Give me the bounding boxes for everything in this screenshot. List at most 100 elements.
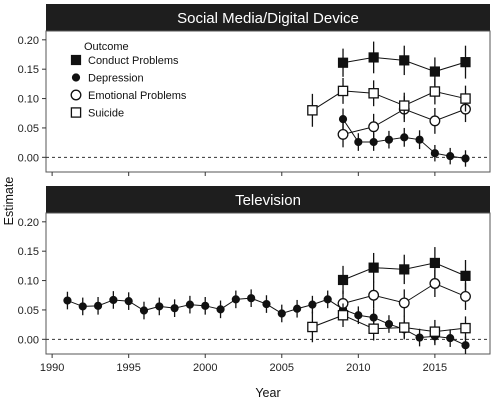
- plot-frame: [45, 30, 491, 173]
- data-point: [461, 154, 470, 163]
- legend-label: Depression: [88, 73, 144, 85]
- data-point: [446, 334, 455, 343]
- data-point: [78, 302, 87, 311]
- y-tick-label: 0.15: [18, 246, 39, 258]
- data-point: [337, 274, 349, 286]
- data-point: [308, 300, 317, 309]
- data-point: [398, 297, 410, 309]
- data-point: [399, 55, 410, 66]
- y-tick-label: 0.10: [18, 94, 39, 106]
- data-point: [368, 121, 380, 133]
- panel-strip: [46, 4, 490, 31]
- data-point: [429, 86, 441, 97]
- data-point: [368, 52, 379, 63]
- data-point: [415, 333, 424, 342]
- data-point: [337, 128, 349, 140]
- data-point: [368, 289, 380, 301]
- data-point: [460, 93, 471, 104]
- data-point: [368, 88, 379, 99]
- y-tick-label: 0.00: [18, 334, 39, 346]
- legend: Outcome Conduct Problems Depression Emotio…: [70, 41, 187, 120]
- data-point: [429, 257, 440, 269]
- x-axis: 1990 1995 2000 2005 2010 2015: [40, 354, 447, 374]
- panel-title: Social Media/Digital Device: [177, 10, 359, 27]
- data-point: [292, 304, 302, 313]
- y-axis-title: Estimate: [2, 177, 16, 226]
- data-point: [354, 311, 363, 320]
- data-point: [307, 105, 318, 116]
- series-depression: [63, 289, 470, 354]
- x-axis: [51, 172, 436, 176]
- legend-label: Emotional Problems: [88, 90, 187, 102]
- series-suicide: [307, 303, 471, 344]
- y-tick-label: 0.10: [18, 276, 39, 288]
- x-axis-title: Year: [255, 386, 280, 400]
- data-point: [399, 100, 410, 111]
- data-point: [429, 326, 441, 337]
- data-point: [415, 135, 424, 144]
- data-point: [185, 300, 195, 309]
- series-line: [312, 90, 466, 111]
- panel-strip: [46, 186, 490, 213]
- panel-social-media: Social Media/Digital Device 0.00 0.05 0.10…: [18, 4, 491, 176]
- data-point: [430, 149, 439, 158]
- data-point: [337, 57, 349, 68]
- panel-television: Television 0.00 0.05 0.10 0.15 0.20 1990 1995…: [18, 186, 491, 374]
- legend-marker: [70, 89, 82, 101]
- data-point: [429, 278, 441, 289]
- data-point: [155, 302, 164, 311]
- y-tick-label: 0.05: [18, 123, 39, 135]
- panel-title: Television: [235, 192, 301, 209]
- data-point: [461, 341, 470, 350]
- legend-label: Suicide: [88, 108, 124, 120]
- data-point: [262, 299, 271, 309]
- x-tick-label: 2000: [193, 362, 217, 374]
- x-tick-label: 2005: [270, 362, 294, 374]
- data-point: [429, 66, 440, 77]
- data-point: [460, 290, 471, 302]
- data-point: [384, 135, 394, 144]
- data-point: [247, 294, 256, 303]
- data-point: [368, 262, 379, 273]
- y-tick-label: 0.00: [18, 152, 39, 164]
- data-point: [124, 297, 133, 306]
- series-emotional-problems: [337, 269, 471, 317]
- data-point: [201, 301, 210, 310]
- series-conduct-problems: [337, 41, 471, 86]
- data-point: [93, 301, 103, 310]
- data-point: [170, 304, 179, 313]
- legend-items: Conduct Problems Depression Emotional Prob…: [70, 54, 187, 120]
- data-point: [460, 57, 471, 68]
- series-conduct-problems: [337, 247, 471, 295]
- legend-title: Outcome: [84, 41, 129, 53]
- data-point: [429, 115, 441, 127]
- data-point: [399, 264, 410, 275]
- data-point: [446, 152, 455, 161]
- y-tick-label: 0.20: [18, 217, 39, 229]
- x-tick-label: 2015: [423, 362, 447, 374]
- panel-marks: [46, 41, 490, 167]
- data-point: [384, 319, 394, 329]
- x-tick-label: 1995: [116, 362, 140, 374]
- data-point: [337, 309, 349, 321]
- data-point: [216, 305, 225, 314]
- y-tick-label: 0.20: [18, 35, 39, 47]
- data-point: [400, 133, 409, 142]
- data-point: [231, 295, 240, 304]
- legend-marker: [70, 54, 82, 66]
- data-point: [354, 137, 363, 147]
- legend-marker: [70, 107, 82, 118]
- legend-label: Conduct Problems: [88, 55, 179, 67]
- y-axis: 0.00 0.05 0.10 0.15 0.20: [18, 35, 46, 164]
- data-point: [323, 295, 332, 304]
- series-suicide: [307, 78, 471, 127]
- data-point: [307, 321, 318, 333]
- data-point: [109, 295, 118, 305]
- legend-marker: [71, 73, 81, 82]
- y-tick-label: 0.15: [18, 64, 39, 76]
- data-point: [139, 306, 149, 315]
- data-point: [63, 296, 72, 305]
- plot-frame: [45, 212, 491, 355]
- x-tick-label: 1990: [40, 362, 64, 374]
